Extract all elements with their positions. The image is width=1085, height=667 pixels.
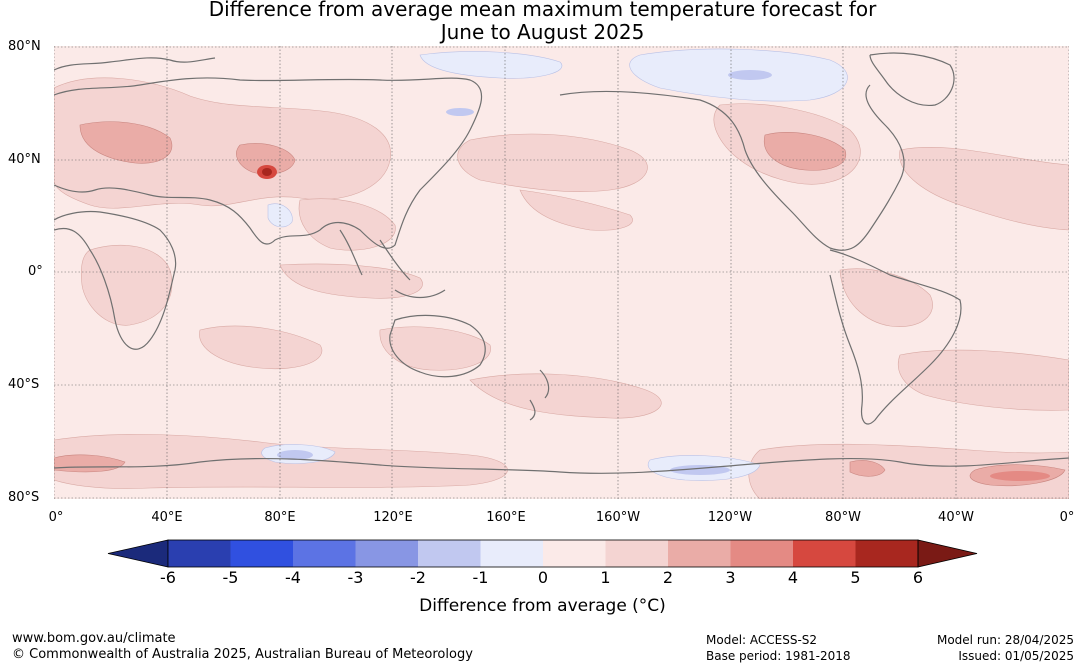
colorbar-tick-label: 4: [787, 568, 799, 587]
lon-label-40e: 40°E: [151, 510, 183, 525]
region-south-america: [839, 268, 933, 327]
coast-new-zealand: [529, 369, 550, 421]
colorbar: [107, 539, 978, 568]
cool-core-siberia: [446, 108, 474, 116]
region-africa: [80, 244, 173, 326]
colorbar-tick-label: 0: [537, 568, 549, 587]
coast-south-america: [829, 249, 962, 425]
lon-label-120w: 120°W: [707, 510, 753, 525]
colorbar-segment: [230, 540, 294, 567]
lon-label-160e: 160°E: [486, 510, 526, 525]
lon-label-120e: 120°E: [373, 510, 413, 525]
lon-label-160w: 160°W: [595, 510, 641, 525]
colorbar-segment: [480, 540, 544, 567]
colorbar-tick-label: -6: [160, 568, 176, 587]
footer-model-run: Model run: 28/04/2025: [936, 633, 1074, 647]
colorbar-tick-label: -2: [410, 568, 426, 587]
colorbar-segment: [293, 540, 356, 567]
region-west-pacific: [519, 189, 633, 231]
footer-model: Model: ACCESS-S2: [706, 633, 818, 647]
coast-north-america: [559, 84, 905, 251]
colorbar-segment: [355, 540, 419, 567]
colorbar-tick-label: -3: [347, 568, 364, 587]
colorbar-extend-high: [917, 539, 978, 568]
warm-anomaly-1-2-regions: [54, 77, 1069, 499]
cool-core-arctic: [728, 70, 772, 80]
region-southern-ocean-east: [748, 443, 1069, 499]
colorbar-segment: [855, 540, 919, 567]
footer-website: www.bom.gov.au/climate: [12, 631, 176, 646]
coast-africa: [54, 210, 177, 350]
cool-anomaly-strong-regions: [277, 70, 772, 475]
colorbar-segment: [605, 540, 669, 567]
colorbar-tick-label: 5: [850, 568, 861, 587]
lat-label-80s: 80°S: [8, 490, 40, 505]
footer-copyright: © Commonwealth of Australia 2025, Austra…: [12, 647, 473, 662]
region-north-atlantic-europe: [54, 77, 391, 209]
colorbar-segment: [730, 540, 794, 567]
region-tropical-pacific: [279, 263, 423, 299]
lon-label-0-east: 0°: [1059, 510, 1075, 525]
coast-se-asia: [339, 229, 446, 299]
cool-core-southern-indian: [277, 450, 313, 460]
colorbar-segment: [168, 540, 231, 567]
hotspot-central-asia: [236, 143, 296, 175]
colorbar-extend-low: [107, 539, 169, 568]
coast-europe-north: [54, 57, 216, 71]
colorbar-segment: [418, 540, 481, 567]
warm-anomaly-3-5-regions: [257, 165, 1050, 481]
colorbar-segment: [543, 540, 606, 567]
coastlines: [54, 52, 1069, 474]
colorbar-label: Difference from average (°C): [419, 596, 666, 616]
region-atlantic: [899, 146, 1069, 231]
coast-eurasia: [54, 77, 483, 249]
graticule: [54, 46, 1069, 499]
colorbar-tick-label: 6: [912, 568, 924, 587]
coast-antarctica: [54, 457, 1069, 474]
colorbar-tick-label: 3: [725, 568, 736, 587]
colorbar-tick-label: 1: [600, 568, 611, 587]
lat-label-80n: 80°N: [8, 39, 41, 54]
hotspot-north-america: [763, 132, 847, 171]
coast-australia: [389, 314, 486, 378]
lon-label-40w: 40°W: [938, 510, 974, 525]
colorbar-tick-label: 2: [662, 568, 674, 587]
colorbar-tick-label: -5: [222, 568, 239, 587]
chart-title-line2: June to August 2025: [440, 20, 645, 44]
coast-greenland: [869, 52, 955, 107]
colorbar-segment: [668, 540, 731, 567]
colorbar-outline: [167, 539, 919, 568]
hotspot-eastern-europe: [79, 121, 173, 164]
colorbar-segment: [793, 540, 856, 567]
footer-issued: Issued: 01/05/2025: [958, 649, 1074, 663]
lat-label-0: 0°: [28, 264, 43, 279]
hotspot-antarctic-peninsula: [849, 460, 886, 477]
region-south-atlantic: [897, 349, 1069, 411]
lat-label-40n: 40°N: [8, 152, 41, 167]
region-south-pacific: [469, 373, 662, 419]
hotspot-southern-ocean-east-core: [990, 471, 1050, 481]
region-indian-ocean: [199, 325, 323, 370]
colorbar-tick-label: -4: [285, 568, 301, 587]
hotspot-tibet-inner: [262, 168, 272, 176]
footer-base-period: Base period: 1981-2018: [706, 649, 851, 663]
colorbar-tick-label: -1: [472, 568, 489, 587]
cool-arctic-siberia: [419, 51, 563, 79]
lon-label-80w: 80°W: [825, 510, 861, 525]
lat-label-40s: 40°S: [8, 377, 40, 392]
lon-label-80e: 80°E: [264, 510, 296, 525]
lon-label-0-west: 0°: [48, 510, 64, 525]
chart-title-line1: Difference from average mean maximum tem…: [208, 0, 877, 21]
